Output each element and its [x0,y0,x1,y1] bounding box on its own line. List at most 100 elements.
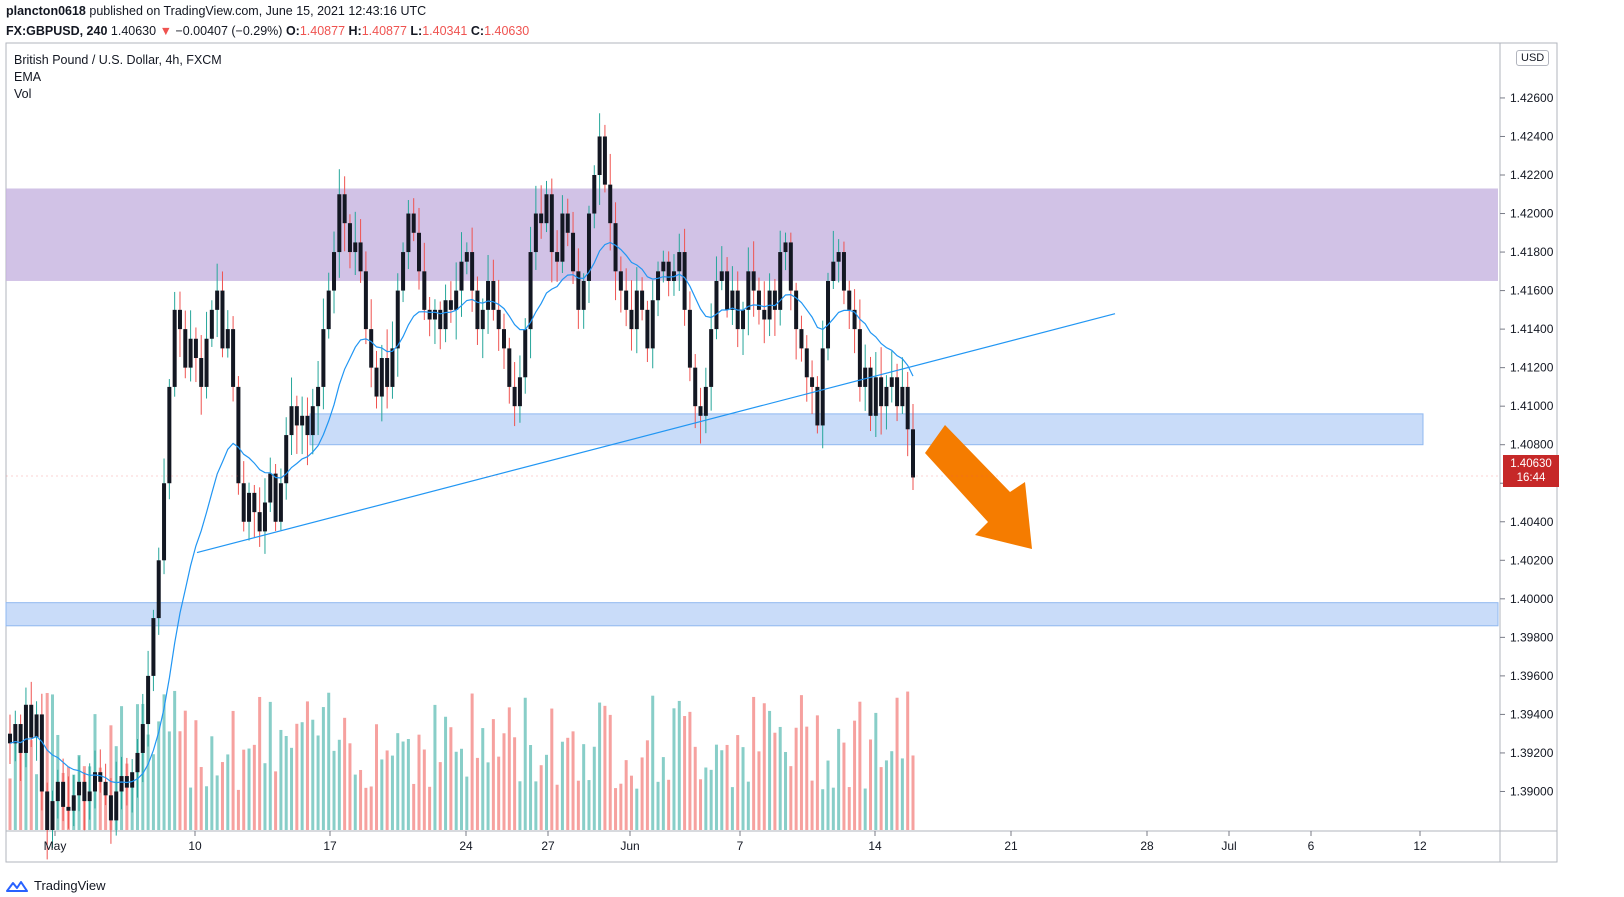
volume-bar [773,732,777,830]
candle-body [459,261,464,291]
candle-body [464,252,469,262]
candle-body [746,271,751,310]
volume-bar [45,693,49,830]
volume-bar [151,754,155,830]
candle-body [576,271,581,310]
candle-body [836,252,841,262]
volume-bar [513,737,517,830]
volume-bar [422,749,426,830]
candle-body [305,415,310,436]
volume-bar [672,708,676,830]
volume-bar [194,720,198,830]
volume-bar [837,728,841,830]
candle-body [454,290,459,310]
y-tick-label: 1.42200 [1510,168,1554,182]
x-tick-label: 24 [459,839,473,853]
publisher-name[interactable]: plancton0618 [6,4,86,18]
y-tick-label: 1.41000 [1510,399,1554,413]
last-price-tag: 1.40630 16:44 [1503,455,1559,487]
volume-bar [375,724,379,830]
y-tick-label: 1.41600 [1510,284,1554,298]
volume-bar [109,725,113,830]
candle-body [193,338,198,359]
x-tick-label: 21 [1004,839,1018,853]
candle-body [756,290,761,310]
volume-bar [656,781,660,830]
volume-bar [502,733,506,830]
candle-body [347,223,352,253]
candle-body [857,329,862,387]
chart-legend: British Pound / U.S. Dollar, 4h, FXCM EM… [14,52,222,103]
candle-body [512,386,517,407]
candle-body [571,232,576,272]
candle-body [778,252,783,310]
volume-bar [842,742,846,830]
candle-body [448,300,453,310]
volume-bar [544,754,548,830]
candle-body [772,290,777,310]
legend-ema[interactable]: EMA [14,70,42,84]
volume-bar [316,735,320,830]
x-tick-label: Jul [1221,839,1236,853]
candle-body [183,329,188,368]
candle-body [480,309,485,330]
legend-title[interactable]: British Pound / U.S. Dollar, 4h, FXCM [14,53,222,67]
volume-bar [847,787,851,830]
volume-bar [449,727,453,830]
footer-brand[interactable]: TradingView [6,878,106,893]
candle-body [841,252,846,291]
candle-body [268,473,273,503]
volume-bar [629,775,633,830]
candle-body [501,329,506,349]
low-value: 1.40341 [422,24,468,38]
candle-body [810,377,815,387]
volume-bar [645,740,649,830]
volume-bar [906,691,910,830]
candle-body [130,772,135,788]
candle-body [294,406,299,426]
candle-body [162,483,167,561]
candle-body [438,309,443,330]
candle-body [379,358,384,397]
volume-bar [460,748,463,830]
volume-bar [29,740,33,830]
candle-body [741,309,746,330]
candle-body [114,791,119,821]
candle-body [608,184,613,224]
y-tick-label: 1.41800 [1510,245,1554,259]
candle-body [698,406,703,416]
volume-bar [587,780,591,830]
publish-info: published on TradingView.com, June 15, 2… [89,4,427,18]
legend-vol[interactable]: Vol [14,87,32,101]
volume-bar [879,767,883,830]
volume-bar [390,755,394,830]
candle-body [592,175,597,214]
volume-bar [608,714,612,830]
volume-bar [236,789,240,830]
currency-badge[interactable]: USD [1516,50,1550,66]
volume-bar [162,694,166,830]
y-tick-label: 1.40000 [1510,592,1554,606]
volume-bar [550,708,554,830]
close-value: 1.40630 [484,24,530,38]
volume-bar [704,767,708,830]
volume-bar [683,716,687,830]
candle-body [172,309,177,387]
x-tick-label: 27 [541,839,555,853]
candle-body [852,309,857,330]
candle-body [560,213,565,262]
volume-bar [815,715,819,830]
volume-bar [603,705,607,830]
y-tick-label: 1.39400 [1510,707,1554,721]
volume-bar [311,719,315,830]
candle-body [783,242,788,253]
y-tick-label: 1.42400 [1510,129,1554,143]
candle-body [427,309,432,320]
candle-body [39,714,44,792]
candle-body [889,377,894,387]
volume-bar [444,716,448,830]
volume-bar [762,703,766,830]
candle-body [34,714,39,738]
volume-bar [821,789,825,830]
